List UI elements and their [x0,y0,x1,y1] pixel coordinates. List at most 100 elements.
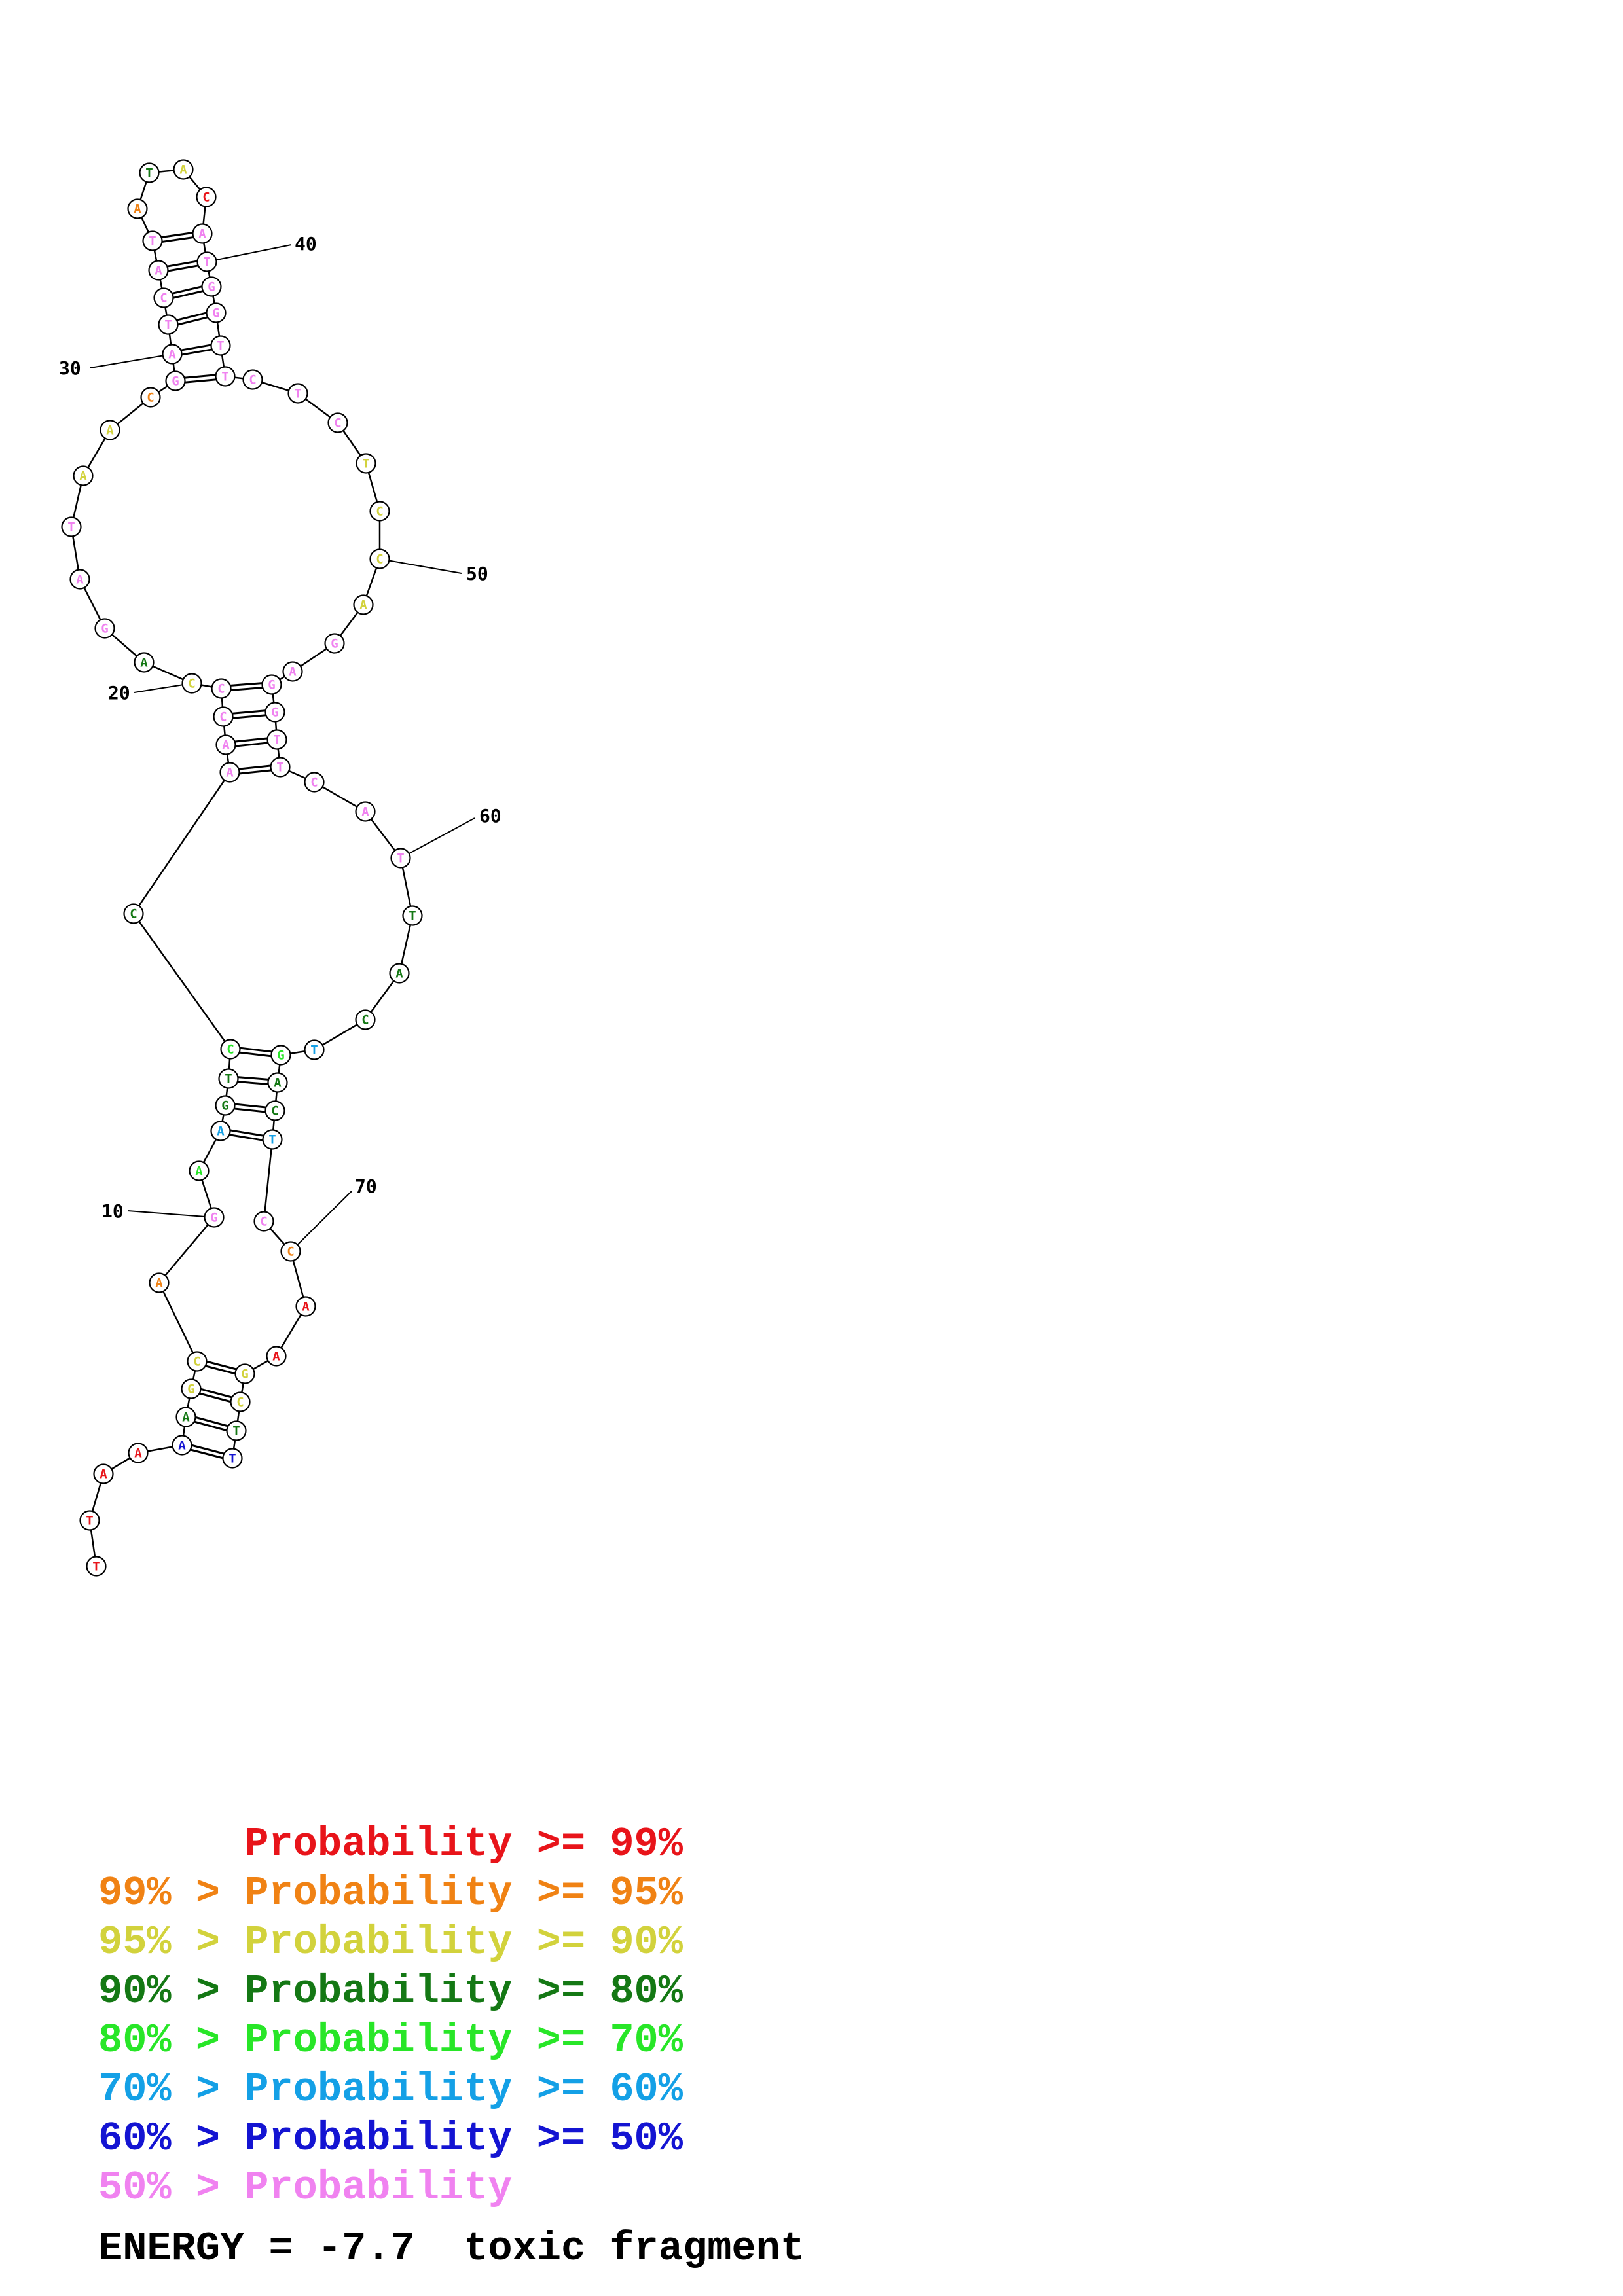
nucleotide-letter: A [302,1300,310,1314]
nucleotide-letter: C [227,1043,234,1057]
nucleotide-58: C [304,772,325,793]
nucleotide-54: G [261,674,282,695]
index-label-20: 20 [108,682,130,704]
nucleotide-letter: T [149,234,156,249]
index-label-40: 40 [295,233,317,255]
nucleotide-circle [390,848,411,869]
nucleotide-37: A [173,159,194,180]
nucleotide-circle [142,230,163,251]
nucleotide-letter: T [276,761,283,775]
nucleotide-letter: A [155,264,162,278]
nucleotide-circle [280,1241,301,1262]
nucleotide-41: G [201,276,222,297]
nucleotide-27: A [100,420,120,440]
nucleotide-letter: A [274,1076,282,1090]
nucleotide-letter: C [249,373,256,387]
index-label-10: 10 [101,1200,124,1222]
legend-prefix: 80% > [98,2017,245,2064]
nucleotide-circle [402,905,423,926]
nucleotide-59: A [355,801,376,822]
nucleotide-13: G [215,1095,236,1116]
nucleotide-25: T [61,516,82,537]
nucleotide-letter: T [294,387,301,401]
index-label-70: 70 [355,1175,377,1197]
nucleotide-letter: T [164,318,172,332]
nucleotide-circle [266,1346,287,1367]
nucleotide-circle [270,1045,291,1066]
nucleotide-2: T [79,1510,100,1531]
nucleotide-48: T [356,453,376,474]
nucleotide-letter: G [241,1367,248,1382]
nucleotide-letter: T [92,1560,100,1574]
nucleotide-30: A [162,344,183,365]
nucleotide-11: A [189,1160,210,1181]
nucleotide-40: T [196,251,217,272]
nucleotide-45: C [242,369,263,390]
nucleotide-76: T [222,1448,243,1469]
nucleotide-64: T [304,1039,325,1060]
nucleotide-circle [220,1039,241,1060]
nucleotide-circle [172,1435,192,1456]
nucleotide-letter: G [208,280,215,295]
nucleotide-circle [196,251,217,272]
nucleotide-circle [93,1463,114,1484]
nucleotide-circle [201,276,222,297]
nucleotide-75: T [226,1420,247,1441]
index-leader-line [379,558,462,574]
nucleotide-16: C [123,903,144,924]
nucleotide-24: A [69,569,90,590]
legend-label: Probability [244,1821,513,1867]
nucleotide-letter: C [271,1104,278,1119]
nucleotide-circle [210,335,231,356]
nucleotide-34: T [142,230,163,251]
legend-line-6: 70% > Probability >= 60% [98,2065,683,2114]
legend-line-5: 80% > Probability >= 70% [98,2016,683,2065]
nucleotide-circle [210,1121,231,1141]
nucleotide-letter: C [334,416,341,431]
energy-equals: = [268,2225,293,2272]
nucleotide-circle [165,370,186,391]
nucleotide-18: A [215,734,236,755]
backbone-segment [132,772,231,914]
nucleotide-28: C [140,387,161,408]
nucleotide-52: G [324,633,345,654]
nucleotide-circle [127,198,148,219]
nucleotide-38: C [196,187,217,207]
nucleotide-26: A [73,465,94,486]
nucleotide-letter: T [203,255,210,270]
nucleotide-letter: A [182,1410,190,1425]
index-label-60: 60 [479,805,501,827]
nucleotide-letter: T [273,733,280,747]
nucleotide-42: G [206,302,227,323]
nucleotide-71: A [295,1296,316,1317]
nucleotide-47: C [327,412,348,433]
nucleotide-letter: T [217,339,224,353]
nucleotide-33: A [148,260,169,281]
legend-line-2: 99% > Probability >= 95% [98,1869,683,1918]
nucleotide-letter: C [236,1395,244,1410]
nucleotide-61: T [402,905,423,926]
index-leader-line [127,1210,215,1218]
nucleotide-circle [264,702,285,723]
nucleotide-letter: A [395,967,403,981]
nucleotide-circle [187,1351,208,1372]
nucleotide-circle [230,1391,251,1412]
nucleotide-10: G [204,1207,225,1228]
nucleotide-circle [222,1448,243,1469]
legend-suffix: >= 80% [512,1968,683,2015]
legend-suffix: >= 90% [512,1919,683,1965]
legend-prefix: 70% > [98,2066,245,2113]
nucleotide-36: T [139,162,160,183]
nucleotide-circle [270,757,291,778]
nucleotide-letter: C [147,391,154,405]
nucleotide-letter: C [188,677,195,691]
nucleotide-68: T [262,1129,283,1150]
nucleotide-3: A [93,1463,114,1484]
nucleotide-66: A [267,1072,288,1093]
legend-label: Probability [244,2115,513,2162]
nucleotide-43: T [210,335,231,356]
nucleotide-32: C [153,287,174,308]
nucleotide-letter: T [67,520,75,535]
nucleotide-letter: G [101,622,108,636]
